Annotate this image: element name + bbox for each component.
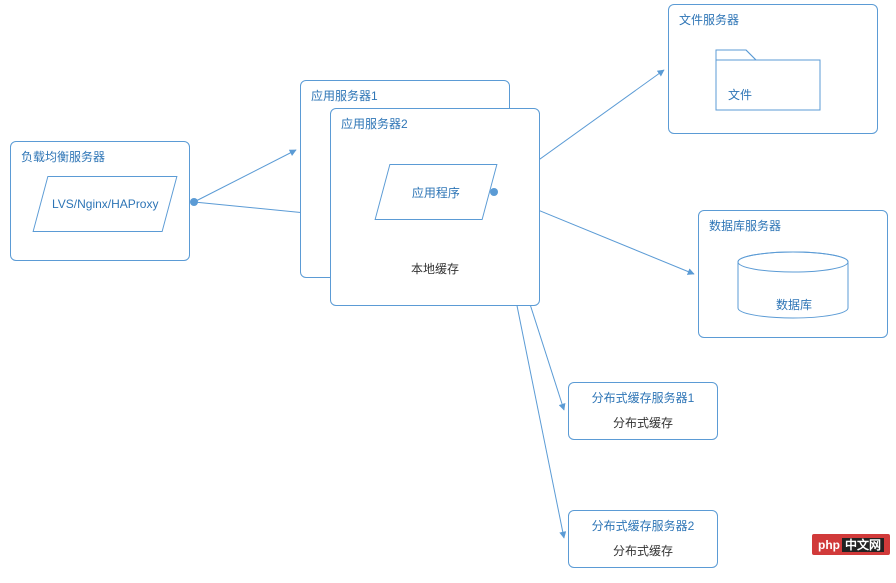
folder-label: 文件 [728, 86, 752, 103]
load-balancer-inner: LVS/Nginx/HAProxy [32, 176, 177, 232]
cache-server-2-title: 分布式缓存服务器2 [569, 511, 717, 538]
app-server-1-title: 应用服务器1 [301, 81, 509, 108]
app-program-inner: 应用程序 [374, 164, 497, 220]
file-server-title: 文件服务器 [669, 5, 877, 32]
database-server-title: 数据库服务器 [699, 211, 887, 238]
cache-server-1-title: 分布式缓存服务器1 [569, 383, 717, 410]
cache-server-2-box: 分布式缓存服务器2 分布式缓存 [568, 510, 718, 568]
watermark-b: 中文网 [842, 538, 884, 552]
watermark-a: php [818, 538, 840, 552]
folder-icon [708, 36, 828, 116]
app-server-2-title: 应用服务器2 [331, 109, 539, 136]
watermark: php中文网 [812, 534, 890, 555]
cache-server-2-sub: 分布式缓存 [569, 542, 717, 559]
connector-dot [190, 198, 198, 206]
connector-dot [490, 188, 498, 196]
load-balancer-inner-label: LVS/Nginx/HAProxy [52, 197, 158, 211]
load-balancer-title: 负载均衡服务器 [11, 142, 189, 169]
local-cache-label: 本地缓存 [385, 260, 485, 277]
cache-server-1-box: 分布式缓存服务器1 分布式缓存 [568, 382, 718, 440]
cache-server-1-sub: 分布式缓存 [569, 414, 717, 431]
app-program-label: 应用程序 [412, 184, 460, 201]
database-label: 数据库 [776, 296, 812, 313]
